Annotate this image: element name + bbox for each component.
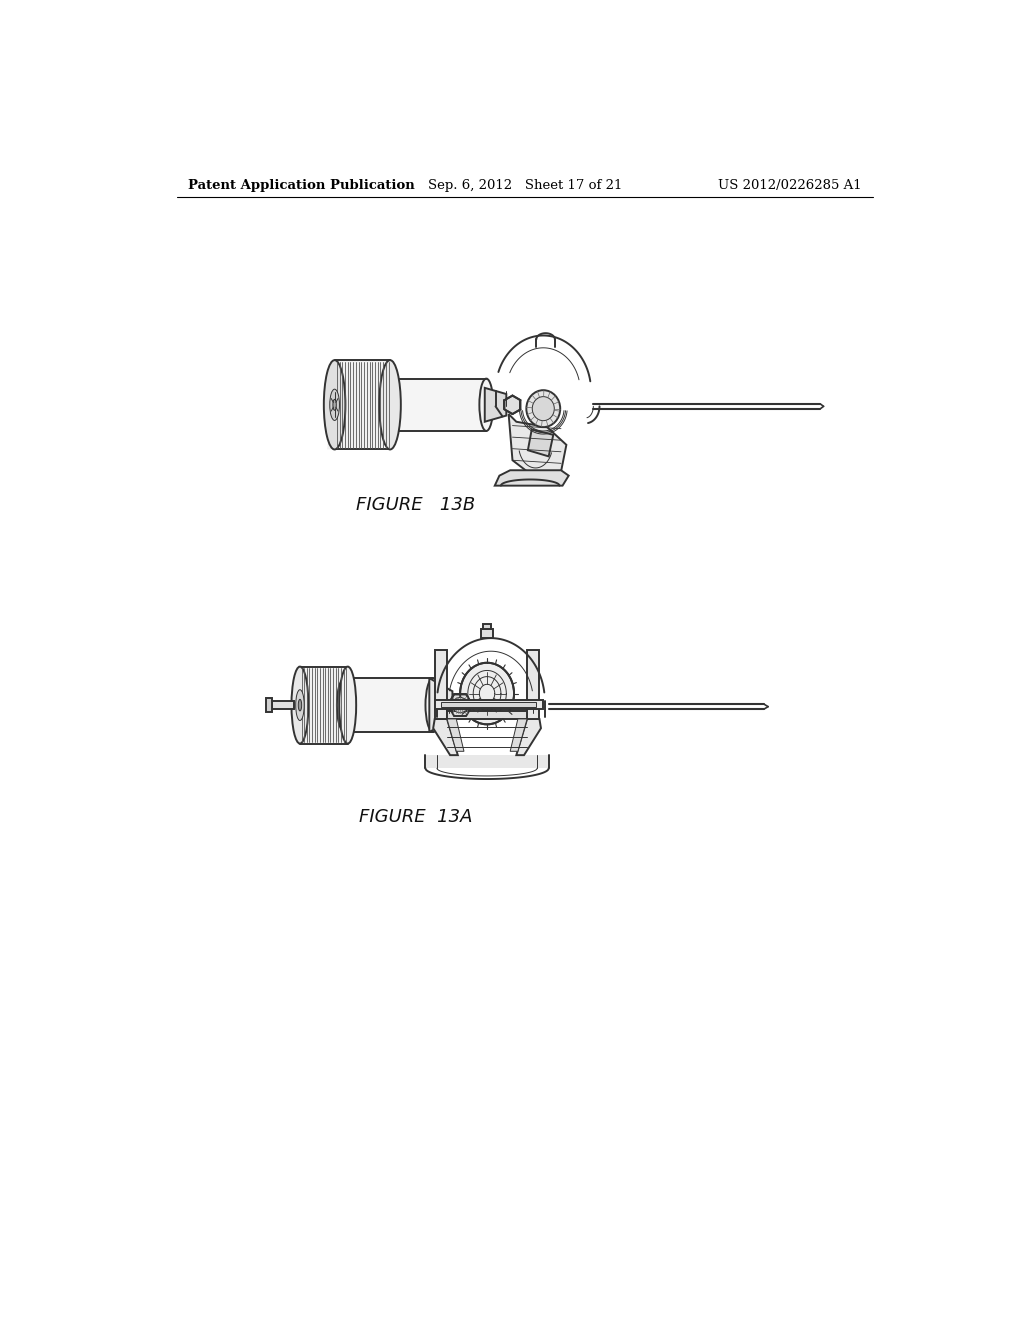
Ellipse shape (526, 391, 560, 428)
Bar (435, 700, 543, 709)
Ellipse shape (425, 678, 441, 733)
Ellipse shape (379, 360, 400, 450)
Bar (441, 702, 537, 706)
Polygon shape (510, 719, 527, 751)
Ellipse shape (339, 667, 356, 743)
Ellipse shape (330, 389, 340, 421)
Text: FIGURE   13B: FIGURE 13B (355, 496, 475, 513)
Ellipse shape (532, 396, 554, 421)
Ellipse shape (460, 663, 514, 725)
Text: Patent Application Publication: Patent Application Publication (188, 178, 415, 191)
Text: Sep. 6, 2012   Sheet 17 of 21: Sep. 6, 2012 Sheet 17 of 21 (428, 178, 622, 191)
Text: US 2012/0226285 A1: US 2012/0226285 A1 (719, 178, 862, 191)
Polygon shape (327, 360, 393, 449)
Ellipse shape (337, 678, 352, 733)
Polygon shape (528, 429, 553, 457)
Polygon shape (495, 470, 568, 486)
Bar (272, 701, 294, 709)
Polygon shape (300, 667, 348, 743)
Bar (447, 711, 527, 719)
Polygon shape (425, 755, 549, 768)
Ellipse shape (479, 379, 494, 432)
Ellipse shape (379, 379, 393, 432)
Ellipse shape (292, 667, 308, 743)
Bar (527, 649, 540, 719)
Ellipse shape (453, 697, 468, 713)
Polygon shape (505, 396, 520, 414)
Polygon shape (429, 678, 453, 733)
Polygon shape (484, 388, 506, 422)
Polygon shape (345, 678, 433, 733)
Polygon shape (433, 719, 458, 755)
Bar (435, 649, 447, 719)
Polygon shape (516, 719, 541, 755)
Ellipse shape (324, 360, 345, 450)
Ellipse shape (333, 400, 336, 411)
Bar (386, 379, 486, 430)
Bar (266, 698, 272, 711)
Ellipse shape (298, 700, 302, 711)
Ellipse shape (296, 690, 304, 721)
Polygon shape (447, 694, 472, 715)
Polygon shape (509, 414, 566, 478)
Text: FIGURE  13A: FIGURE 13A (358, 808, 472, 826)
Bar (483, 624, 490, 628)
Polygon shape (447, 719, 464, 751)
Bar (481, 628, 494, 638)
